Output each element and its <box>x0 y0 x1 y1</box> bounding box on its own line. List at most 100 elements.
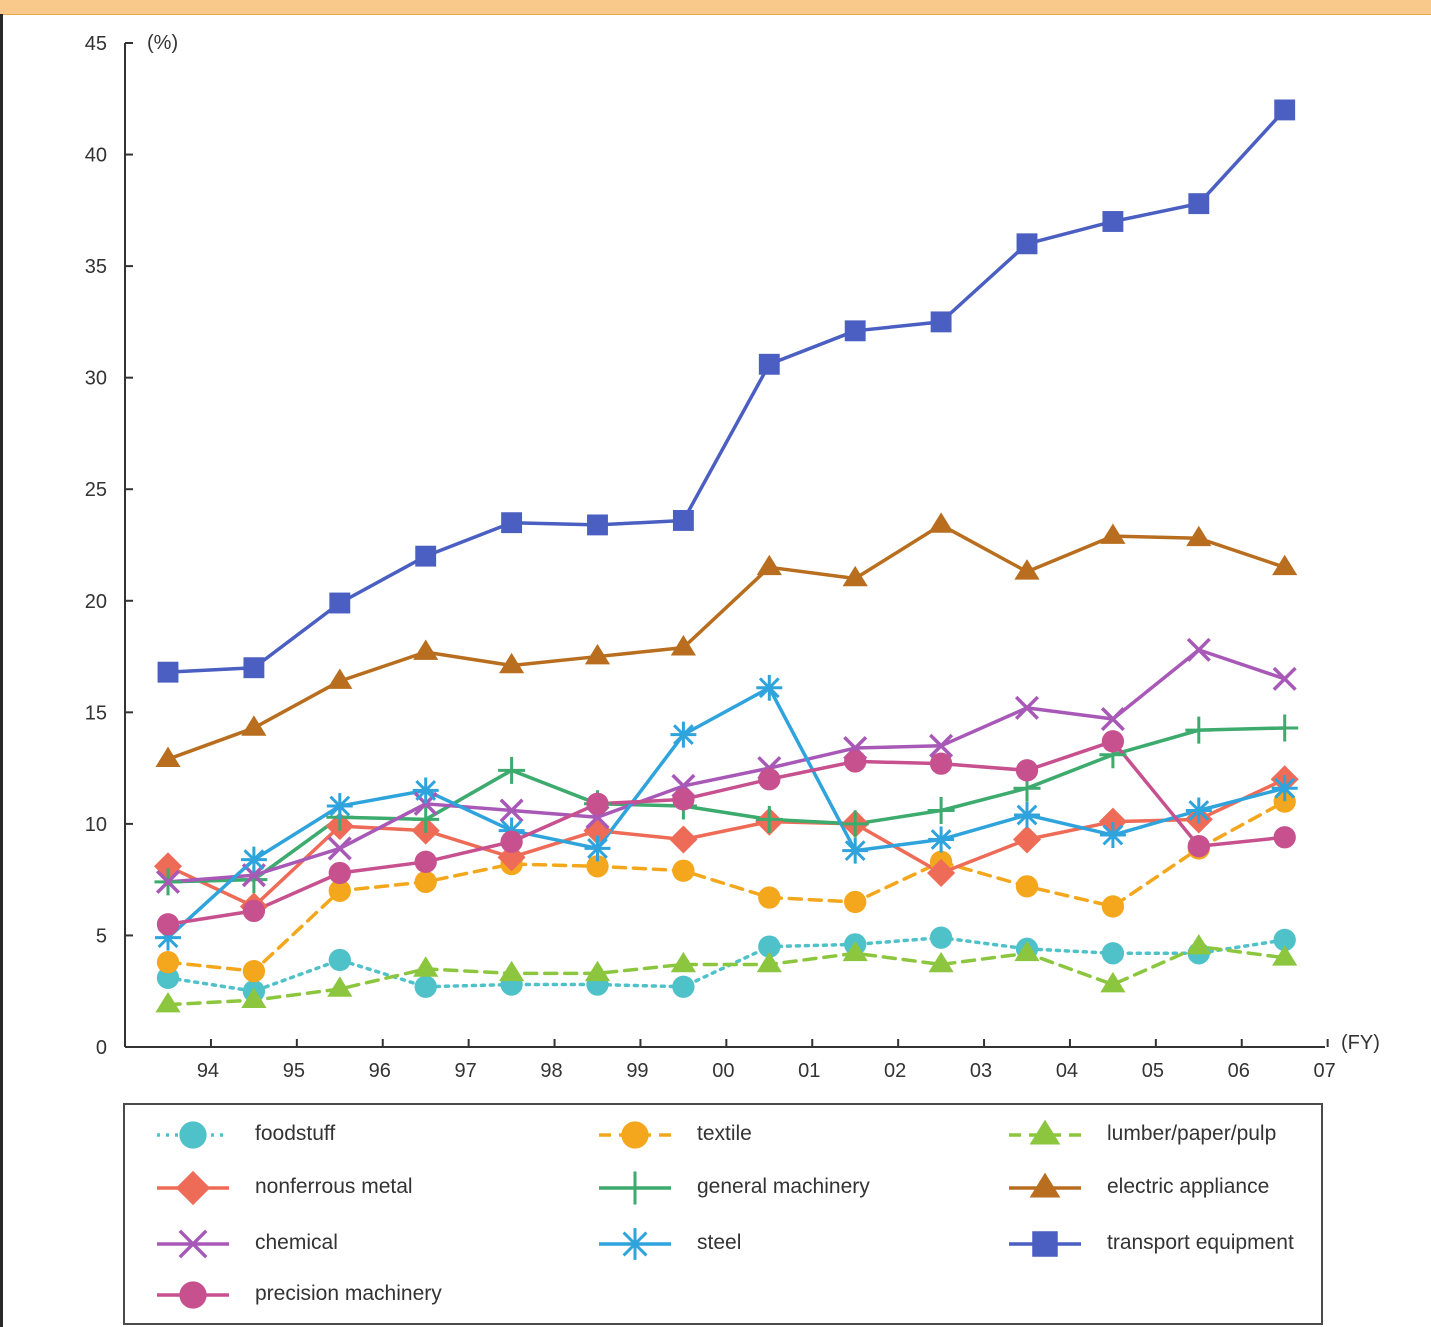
legend-label: general machinery <box>697 1175 870 1198</box>
legend-swatch-transport-equipment <box>1009 1231 1081 1257</box>
y-tick-label: 45 <box>85 33 107 55</box>
y-tick-label: 30 <box>85 368 107 390</box>
data-point-electric-appliance <box>1100 523 1126 544</box>
x-tick-label: 97 <box>455 1060 477 1082</box>
legend-item-general-machinery: general machinery <box>595 1168 935 1208</box>
data-point-chemical <box>499 798 524 823</box>
legend-marker-electric-appliance <box>1029 1172 1061 1198</box>
data-point-steel <box>842 837 869 864</box>
data-point-foodstuff <box>414 975 437 998</box>
data-point-precision-machinery <box>328 861 351 885</box>
data-point-chemical <box>1186 637 1211 662</box>
data-point-foodstuff <box>929 926 953 949</box>
legend-item-nonferrous-metal: nonferrous metal <box>153 1168 493 1208</box>
data-point-steel <box>756 674 783 701</box>
data-point-general-machinery <box>412 805 440 833</box>
data-point-electric-appliance <box>1186 525 1212 547</box>
series-line-lumber-paper-pulp <box>166 944 1287 1007</box>
legend-label: electric appliance <box>1107 1175 1270 1198</box>
y-tick-label: 0 <box>96 1037 107 1059</box>
data-point-electric-appliance <box>756 554 782 576</box>
x-tick-label: 04 <box>1056 1060 1078 1082</box>
x-axis-unit-label: (FY) <box>1341 1032 1380 1054</box>
legend-label: precision machinery <box>255 1282 442 1305</box>
data-point-electric-appliance <box>1014 559 1040 580</box>
data-point-precision-machinery <box>156 913 180 936</box>
data-point-foodstuff <box>1273 928 1296 952</box>
data-point-textile <box>328 879 351 902</box>
data-point-transport-equipment <box>501 512 523 534</box>
data-point-foodstuff <box>328 948 351 972</box>
data-point-lumber-paper-pulp <box>241 987 267 1008</box>
header-band <box>0 0 1431 15</box>
data-point-lumber-paper-pulp <box>1100 971 1126 993</box>
legend-marker-lumber-paper-pulp <box>1029 1119 1061 1145</box>
data-point-precision-machinery <box>1015 759 1039 782</box>
series-lines <box>166 108 1287 1007</box>
data-point-electric-appliance <box>584 643 611 665</box>
data-point-steel <box>1099 822 1126 849</box>
data-point-transport-equipment <box>930 311 952 333</box>
data-point-lumber-paper-pulp <box>1014 940 1040 962</box>
legend-swatch-textile <box>599 1121 671 1149</box>
data-point-electric-appliance <box>1272 554 1298 576</box>
data-point-precision-machinery <box>1101 730 1125 753</box>
series-line-general-machinery <box>166 726 1287 884</box>
data-point-precision-machinery <box>929 752 953 775</box>
data-point-electric-appliance <box>670 635 696 656</box>
data-point-steel <box>1014 802 1040 828</box>
legend-marker-transport-equipment <box>1032 1231 1058 1257</box>
data-point-steel <box>584 835 611 862</box>
data-point-foodstuff <box>758 935 781 958</box>
x-tick-label: 00 <box>712 1060 734 1082</box>
data-point-electric-appliance <box>413 639 439 660</box>
data-point-steel <box>326 793 353 819</box>
data-point-transport-equipment <box>1016 233 1038 255</box>
data-point-transport-equipment <box>1102 211 1124 232</box>
x-tick-label: 03 <box>970 1060 992 1082</box>
x-tick-label: 94 <box>197 1060 219 1082</box>
data-point-transport-equipment <box>157 661 179 683</box>
legend: foodstuff textile lumber/paper/pulp nonferr… <box>123 1103 1323 1325</box>
data-point-textile <box>758 886 781 909</box>
data-point-precision-machinery <box>758 768 781 791</box>
data-point-electric-appliance <box>928 512 954 533</box>
data-point-steel <box>928 826 955 853</box>
data-point-transport-equipment <box>243 657 265 679</box>
legend-label: chemical <box>255 1231 338 1254</box>
legend-item-chemical: chemical <box>153 1224 493 1264</box>
y-tick-label: 5 <box>96 925 107 947</box>
data-point-textile <box>242 959 266 983</box>
data-point-precision-machinery <box>1187 835 1210 858</box>
data-point-lumber-paper-pulp <box>928 951 954 973</box>
data-point-chemical <box>155 869 181 894</box>
legend-marker-nonferrous-metal <box>175 1170 211 1206</box>
data-point-textile <box>414 870 437 894</box>
series-line-steel <box>166 686 1287 940</box>
x-tick-label: 99 <box>626 1060 648 1082</box>
data-point-electric-appliance <box>241 715 267 736</box>
series-line-transport-equipment <box>166 108 1287 674</box>
data-point-precision-machinery <box>242 899 266 923</box>
legend-label: lumber/paper/pulp <box>1107 1122 1277 1145</box>
legend-label: textile <box>697 1122 752 1145</box>
legend-marker-textile <box>621 1121 649 1149</box>
data-point-transport-equipment <box>758 353 780 375</box>
legend-item-transport-equipment: transport equipment <box>1005 1224 1345 1264</box>
legend-swatch-chemical <box>157 1229 229 1259</box>
legend-swatch-lumber-paper-pulp <box>1009 1119 1081 1145</box>
data-point-precision-machinery <box>500 830 523 853</box>
data-point-textile <box>1101 895 1125 918</box>
data-point-transport-equipment <box>415 545 437 567</box>
y-tick-label: 10 <box>85 814 107 836</box>
data-point-lumber-paper-pulp <box>155 992 181 1013</box>
x-tick-label: 07 <box>1314 1060 1336 1082</box>
data-point-textile <box>586 855 609 878</box>
legend-marker-chemical <box>178 1229 208 1259</box>
data-point-steel <box>240 846 267 873</box>
legend-item-precision-machinery: precision machinery <box>153 1275 493 1315</box>
legend-label: foodstuff <box>255 1122 336 1145</box>
data-point-chemical <box>929 733 954 758</box>
